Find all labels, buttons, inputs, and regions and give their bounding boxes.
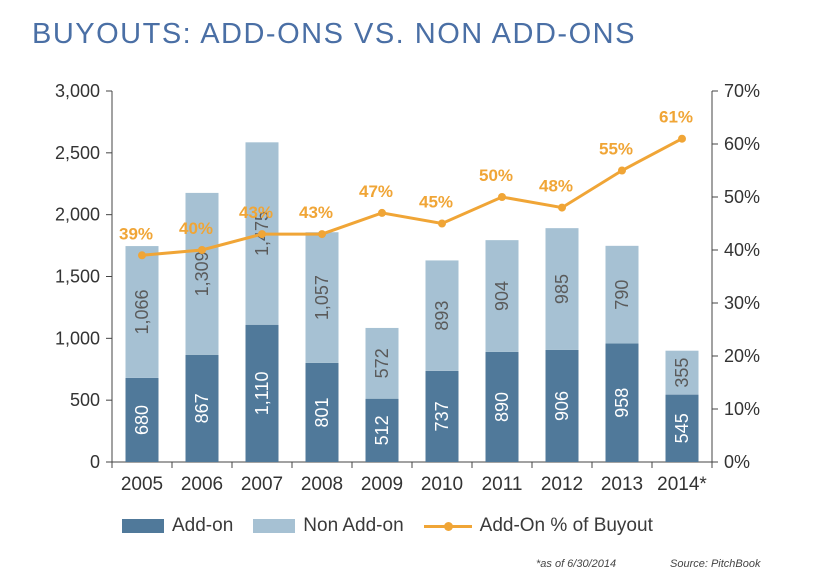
- y-left-tick-label: 2,000: [55, 205, 100, 225]
- footnote: *as of 6/30/2014: [536, 558, 617, 570]
- legend-swatch-non-add-on: [253, 519, 296, 533]
- bar-label-non-add-on: 893: [432, 301, 452, 331]
- y-left-tick-label: 0: [90, 452, 100, 472]
- bar-add-on: [485, 351, 519, 462]
- x-tick-label: 2013: [601, 474, 643, 495]
- bar-label-non-add-on: 1,066: [132, 289, 152, 334]
- bar-label-add-on: 737: [432, 401, 452, 431]
- y-right-tick-label: 70%: [724, 81, 760, 101]
- x-tick-label: 2007: [241, 474, 283, 495]
- bar-label-non-add-on: 1,309: [192, 251, 212, 296]
- line-add-on-percent: [141, 137, 683, 257]
- y-left-tick-label: 500: [70, 390, 100, 410]
- bar-non-add-on: [665, 350, 699, 395]
- bar-label-non-add-on: 985: [552, 274, 572, 304]
- line-point-add-on-percent: [138, 251, 146, 260]
- y-right-tick-label: 20%: [724, 346, 760, 366]
- y-left-tick-label: 2,500: [55, 143, 100, 163]
- line-label-add-on-percent: 48%: [539, 177, 573, 196]
- x-tick-label: 2014*: [657, 474, 707, 495]
- bar-add-on: [545, 349, 579, 462]
- bar-label-add-on: 890: [492, 392, 512, 422]
- legend-swatch-add-on-percent: [423, 519, 472, 533]
- line-label-add-on-percent: 43%: [239, 203, 273, 222]
- line-label-add-on-percent: 39%: [119, 224, 153, 243]
- line-label-add-on-percent: 45%: [419, 193, 453, 212]
- line-label-add-on-percent: 50%: [479, 166, 513, 185]
- bar-non-add-on: [305, 232, 339, 363]
- bar-label-add-on: 906: [552, 391, 572, 421]
- bar-non-add-on: [605, 245, 639, 344]
- legend-swatch-add-on: [122, 519, 164, 533]
- y-right-tick-label: 60%: [724, 134, 760, 154]
- x-tick-label: 2009: [361, 474, 403, 495]
- line-point-add-on-percent: [258, 230, 266, 239]
- bar-label-add-on: 545: [672, 413, 692, 443]
- bar-label-add-on: 867: [192, 393, 212, 423]
- x-tick-label: 2011: [482, 474, 523, 495]
- line-point-add-on-percent: [198, 246, 206, 254]
- y-left-tick-label: 1,000: [55, 328, 100, 348]
- x-tick-label: 2010: [421, 474, 463, 495]
- line-point-add-on-percent: [438, 219, 446, 228]
- bar-label-non-add-on: 904: [492, 281, 512, 311]
- x-tick-label: 2012: [541, 474, 583, 495]
- line-point-add-on-percent: [618, 166, 626, 175]
- bar-non-add-on: [125, 246, 159, 378]
- line-label-add-on-percent: 47%: [359, 182, 393, 201]
- bar-label-add-on: 680: [132, 405, 152, 435]
- bar-non-add-on: [425, 260, 459, 371]
- bar-add-on: [125, 377, 159, 462]
- y-left-tick-label: 3,000: [55, 81, 100, 101]
- line-label-add-on-percent: 40%: [179, 219, 213, 238]
- y-right-tick-label: 0%: [724, 452, 750, 472]
- legend-label-add-on: Add-on: [172, 515, 234, 536]
- chart-legend: Add-on Non Add-on Add-On % of Buyout: [122, 514, 673, 538]
- legend-item-add-on: Add-on: [122, 515, 233, 537]
- x-tick-label: 2005: [121, 474, 163, 495]
- legend-item-add-on-percent: Add-On % of Buyout: [423, 515, 653, 537]
- bar-add-on: [665, 394, 699, 462]
- y-right-tick-label: 50%: [724, 187, 760, 207]
- y-right-tick-label: 40%: [724, 240, 760, 260]
- y-right-tick-label: 10%: [724, 399, 760, 419]
- chart-title: BUYOUTS: ADD-ONS VS. NON ADD-ONS: [32, 18, 636, 50]
- line-label-add-on-percent: 61%: [659, 108, 693, 127]
- bar-add-on: [605, 343, 639, 462]
- line-point-add-on-percent: [318, 230, 326, 239]
- legend-label-add-on-percent: Add-On % of Buyout: [479, 515, 653, 536]
- bar-non-add-on: [185, 192, 219, 355]
- source-note: Source: PitchBook: [670, 558, 761, 570]
- bar-label-non-add-on: 572: [372, 348, 392, 378]
- line-point-add-on-percent: [558, 203, 566, 212]
- x-tick-label: 2006: [181, 474, 223, 495]
- bar-label-add-on: 958: [612, 388, 632, 418]
- bar-non-add-on: [485, 240, 519, 352]
- y-left-tick-label: 1,500: [55, 267, 100, 287]
- bar-add-on: [185, 354, 219, 462]
- bar-non-add-on: [545, 228, 579, 350]
- line-label-add-on-percent: 43%: [299, 203, 333, 222]
- bar-add-on: [245, 324, 279, 462]
- bar-non-add-on: [365, 327, 399, 399]
- y-right-tick-label: 30%: [724, 293, 760, 313]
- bar-add-on: [365, 398, 399, 462]
- x-tick-label: 2008: [301, 474, 343, 495]
- bar-label-add-on: 1,110: [252, 372, 272, 416]
- chart-plot: 0 500 1,000 1,500 2,000 2,500 3,000 0% 10% 20% 30%…: [55, 81, 760, 495]
- bar-label-non-add-on: 1,057: [312, 275, 332, 320]
- legend-label-non-add-on: Non Add-on: [303, 515, 404, 536]
- bar-label-non-add-on: 790: [612, 280, 632, 310]
- bar-label-add-on: 801: [312, 397, 332, 427]
- line-point-add-on-percent: [378, 208, 386, 217]
- bar-add-on: [425, 370, 459, 462]
- bar-label-add-on: 512: [372, 415, 392, 445]
- line-point-add-on-percent: [498, 193, 506, 201]
- line-label-add-on-percent: 55%: [599, 140, 633, 159]
- legend-item-non-add-on: Non Add-on: [253, 515, 404, 537]
- line-point-add-on-percent: [678, 134, 686, 143]
- bar-label-non-add-on: 355: [672, 358, 692, 388]
- bar-add-on: [305, 362, 339, 462]
